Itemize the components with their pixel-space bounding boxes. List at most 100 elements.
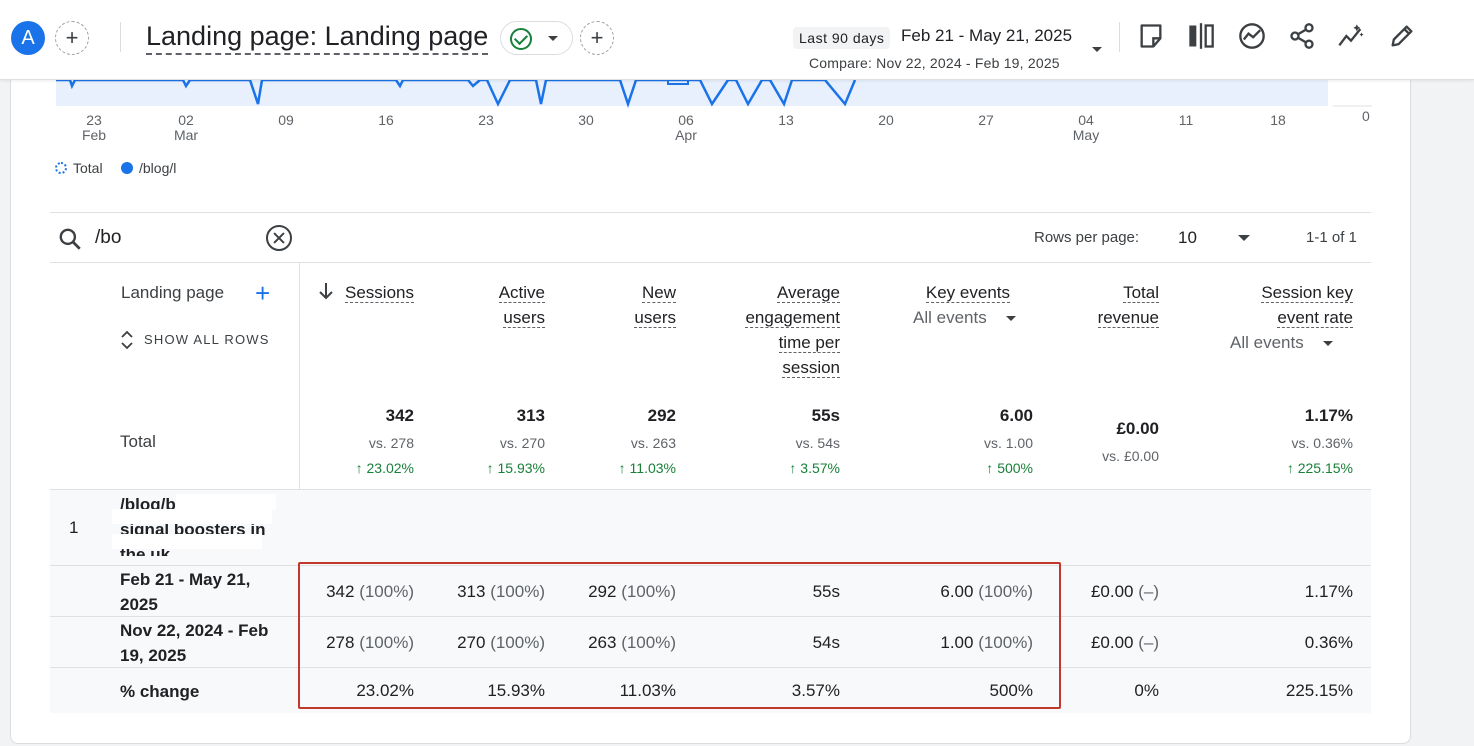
key-events-filter-dropdown[interactable]: All events xyxy=(913,308,987,327)
x-tick: 20 xyxy=(878,112,894,128)
divider xyxy=(1119,22,1120,52)
report-header: A + Landing page: Landing page + Last 90… xyxy=(0,0,1474,80)
cell-key-events-change: 500% xyxy=(989,681,1033,700)
date-preset-chip[interactable]: Last 90 days xyxy=(793,27,891,49)
header-line: users xyxy=(634,308,676,328)
total-key-events-compare: vs. 1.00 xyxy=(983,435,1033,451)
x-tick: 30 xyxy=(578,112,594,128)
search-icon[interactable] xyxy=(57,226,83,252)
chevron-down-icon[interactable] xyxy=(1092,47,1102,52)
add-comparison-button[interactable]: + xyxy=(55,21,89,55)
cell-value: 6.00 xyxy=(940,582,974,601)
cell-event-rate: 0.36% xyxy=(1304,633,1353,652)
total-event-rate-change: ↑ 225.15% xyxy=(1286,460,1353,476)
header-line: revenue xyxy=(1097,308,1159,328)
chevron-down-icon[interactable] xyxy=(1006,316,1016,321)
header-line: event rate xyxy=(1277,308,1353,328)
change-value: 15.93% xyxy=(497,460,545,476)
trend-chart[interactable] xyxy=(0,0,1474,120)
landing-page-line: the uk xyxy=(120,545,171,556)
redaction-mask xyxy=(112,534,262,549)
header-line: engagement xyxy=(745,308,840,328)
rows-per-page-select[interactable]: 10 xyxy=(1178,228,1197,247)
column-header-total-revenue[interactable]: Total revenue xyxy=(1097,280,1159,330)
add-dimension-icon[interactable]: + xyxy=(255,278,271,308)
avatar[interactable]: A xyxy=(11,21,45,55)
expand-collapse-icon[interactable] xyxy=(120,330,134,350)
cell-key-events: 6.00 (100%) xyxy=(940,582,1033,602)
compare-columns-icon[interactable] xyxy=(1187,22,1215,50)
rows-per-page-label: Rows per page: xyxy=(1034,229,1140,246)
date-range[interactable]: Feb 21 - May 21, 2025 xyxy=(901,26,1073,45)
pagination-count: 1-1 of 1 xyxy=(1306,229,1357,246)
page-title[interactable]: Landing page: Landing page xyxy=(146,20,489,55)
event-rate-filter-dropdown[interactable]: All events xyxy=(1230,333,1304,352)
x-tick: 13 xyxy=(778,112,794,128)
change-value: 23.02% xyxy=(366,460,414,476)
report-status-dropdown[interactable] xyxy=(500,21,573,55)
legend-total-label: Total xyxy=(73,160,103,176)
insights-icon[interactable] xyxy=(1238,22,1266,50)
cell-active-users-change: 15.93% xyxy=(487,681,545,700)
column-header-sessions[interactable]: Sessions xyxy=(345,280,414,305)
note-icon[interactable] xyxy=(1137,22,1165,50)
subrow-label-change: % change xyxy=(120,682,200,701)
divider xyxy=(50,262,1371,263)
cell-active-users: 313 (100%) xyxy=(457,582,545,602)
compare-range[interactable]: Compare: Nov 22, 2024 - Feb 19, 2025 xyxy=(809,55,1060,71)
cell-value: 292 xyxy=(588,582,617,601)
show-all-rows-button[interactable]: SHOW ALL ROWS xyxy=(144,332,270,347)
chevron-down-icon[interactable] xyxy=(1238,235,1250,241)
cell-value: £0.00 xyxy=(1090,582,1134,601)
search-input[interactable]: /bo xyxy=(95,227,122,248)
header-line: time per xyxy=(778,333,840,353)
legend-series[interactable]: /blog/l xyxy=(121,160,176,176)
total-active-users-change: ↑ 15.93% xyxy=(486,460,545,476)
cell-event-rate: 1.17% xyxy=(1304,582,1353,601)
column-divider xyxy=(299,262,300,490)
chevron-down-icon[interactable] xyxy=(1323,341,1333,346)
edit-pencil-icon[interactable] xyxy=(1388,22,1416,50)
clear-search-icon[interactable] xyxy=(266,225,292,251)
dimension-header[interactable]: Landing page xyxy=(121,283,225,302)
cell-value: 263 xyxy=(588,633,617,652)
cell-percent: (100%) xyxy=(978,633,1033,652)
row-number: 1 xyxy=(69,518,79,537)
cell-value: 342 xyxy=(326,582,355,601)
legend-series-swatch xyxy=(121,162,133,174)
cell-revenue-change: 0% xyxy=(1134,681,1159,700)
header-line: Active xyxy=(498,283,545,303)
divider xyxy=(50,212,1371,213)
cell-active-users: 270 (100%) xyxy=(457,633,545,653)
total-key-events-change: ↑ 500% xyxy=(986,460,1033,476)
row-divider xyxy=(50,616,1371,617)
total-sessions-change: ↑ 23.02% xyxy=(355,460,414,476)
redaction-mask xyxy=(112,509,272,524)
x-tick: 11 xyxy=(1178,112,1194,128)
sparkline-insights-icon[interactable] xyxy=(1337,22,1365,50)
add-filter-button[interactable]: + xyxy=(580,21,614,55)
column-header-active-users[interactable]: Active users xyxy=(498,280,545,330)
chevron-down-icon xyxy=(548,36,558,41)
header-line: Total xyxy=(1123,283,1159,303)
x-tick: 16 xyxy=(378,112,394,128)
total-active-users-compare: vs. 270 xyxy=(499,435,545,451)
cell-value: £0.00 xyxy=(1090,633,1134,652)
header-line: New xyxy=(641,283,676,303)
cell-percent: (100%) xyxy=(621,582,676,601)
y-zero-label: 0 xyxy=(1362,108,1370,124)
x-tick: 06 Apr xyxy=(675,112,697,143)
total-key-events: 6.00 xyxy=(999,406,1033,425)
column-header-avg-engagement[interactable]: Average engagement time per session xyxy=(745,280,840,380)
cell-percent: (100%) xyxy=(359,633,414,652)
total-new-users-change: ↑ 11.03% xyxy=(618,460,676,476)
legend-total[interactable]: Total xyxy=(55,160,103,176)
share-icon[interactable] xyxy=(1288,22,1316,50)
cell-avg-engagement: 55s xyxy=(812,582,840,601)
x-tick: 02 Mar xyxy=(173,112,199,143)
sort-down-arrow-icon[interactable] xyxy=(318,282,334,300)
column-header-new-users[interactable]: New users xyxy=(634,280,676,330)
column-header-key-events[interactable]: Key events xyxy=(925,280,1010,305)
column-header-session-key-event-rate[interactable]: Session key event rate xyxy=(1261,280,1353,330)
